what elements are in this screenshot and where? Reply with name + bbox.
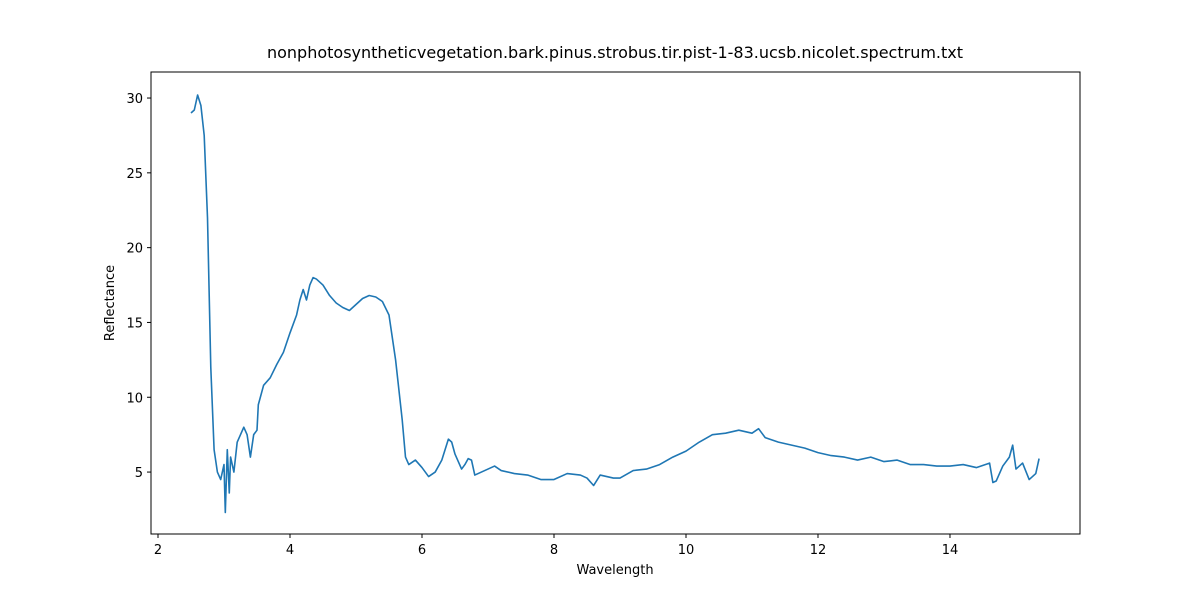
plot-frame <box>150 71 1081 535</box>
x-tick-label: 14 <box>942 543 959 558</box>
y-tick-label: 10 <box>126 391 143 406</box>
x-tick-label: 8 <box>550 543 558 558</box>
x-axis-label: Wavelength <box>576 563 653 578</box>
y-tick-label: 20 <box>126 242 143 257</box>
y-tick-label: 15 <box>126 316 143 331</box>
x-tick-label: 12 <box>810 543 827 558</box>
y-tick-label: 5 <box>135 466 143 481</box>
y-tick-label: 30 <box>126 92 143 107</box>
x-tick-label: 2 <box>154 543 162 558</box>
chart-title: nonphotosyntheticvegetation.bark.pinus.s… <box>267 43 963 62</box>
x-tick-label: 4 <box>286 543 294 558</box>
y-axis-label: Reflectance <box>103 265 118 341</box>
data-line <box>190 94 1040 514</box>
y-tick-label: 25 <box>126 167 143 182</box>
x-tick-label: 6 <box>418 543 426 558</box>
x-tick-label: 10 <box>678 543 695 558</box>
